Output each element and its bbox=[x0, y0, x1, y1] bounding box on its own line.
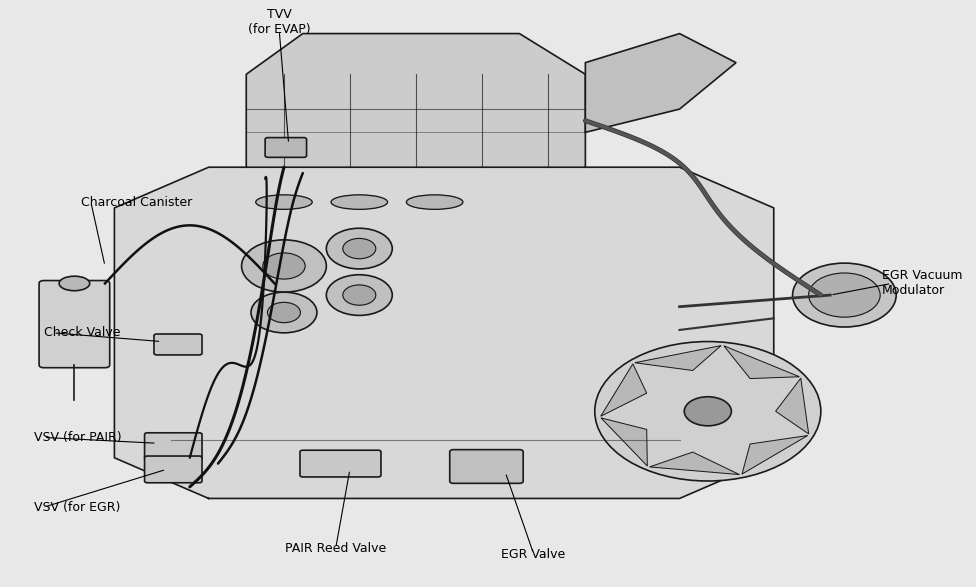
Circle shape bbox=[343, 285, 376, 305]
Circle shape bbox=[242, 240, 326, 292]
Circle shape bbox=[326, 275, 392, 315]
Polygon shape bbox=[724, 346, 799, 379]
Circle shape bbox=[808, 273, 880, 317]
Text: PAIR Reed Valve: PAIR Reed Valve bbox=[285, 542, 386, 555]
Text: Check Valve: Check Valve bbox=[44, 326, 120, 339]
Circle shape bbox=[594, 342, 821, 481]
Ellipse shape bbox=[60, 276, 90, 291]
Polygon shape bbox=[601, 418, 647, 466]
Circle shape bbox=[793, 263, 896, 327]
FancyBboxPatch shape bbox=[450, 450, 523, 483]
Ellipse shape bbox=[406, 195, 463, 210]
Polygon shape bbox=[776, 378, 809, 434]
Polygon shape bbox=[650, 452, 740, 474]
Text: TVV
(for EVAP): TVV (for EVAP) bbox=[248, 8, 310, 36]
Circle shape bbox=[251, 292, 317, 333]
Text: EGR Valve: EGR Valve bbox=[502, 548, 566, 561]
Circle shape bbox=[263, 253, 305, 279]
Ellipse shape bbox=[256, 195, 312, 210]
Polygon shape bbox=[246, 33, 586, 167]
Polygon shape bbox=[114, 167, 774, 498]
FancyBboxPatch shape bbox=[144, 456, 202, 483]
FancyBboxPatch shape bbox=[154, 334, 202, 355]
FancyBboxPatch shape bbox=[39, 281, 109, 367]
Text: VSV (for PAIR): VSV (for PAIR) bbox=[34, 431, 122, 444]
Text: Charcoal Canister: Charcoal Canister bbox=[81, 195, 192, 208]
Polygon shape bbox=[742, 436, 808, 474]
Circle shape bbox=[267, 302, 301, 323]
Polygon shape bbox=[634, 346, 721, 370]
Circle shape bbox=[684, 397, 731, 426]
Circle shape bbox=[326, 228, 392, 269]
Polygon shape bbox=[601, 364, 647, 416]
FancyBboxPatch shape bbox=[265, 137, 306, 157]
FancyBboxPatch shape bbox=[300, 450, 381, 477]
Polygon shape bbox=[586, 33, 736, 132]
Ellipse shape bbox=[331, 195, 387, 210]
Text: VSV (for EGR): VSV (for EGR) bbox=[34, 501, 121, 514]
Circle shape bbox=[343, 238, 376, 259]
Text: EGR Vacuum
Modulator: EGR Vacuum Modulator bbox=[882, 269, 962, 298]
FancyBboxPatch shape bbox=[144, 433, 202, 460]
